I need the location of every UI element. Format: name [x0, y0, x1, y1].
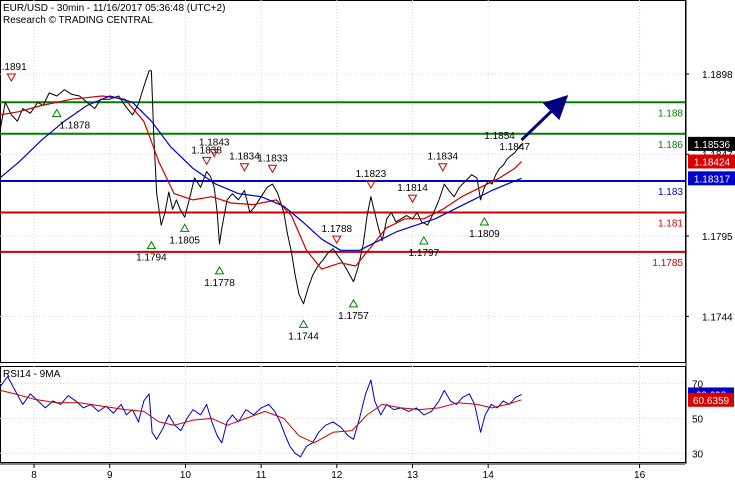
swing-low-label: 1.1797	[409, 248, 440, 259]
swing-low-label: 1.1794	[136, 253, 167, 264]
swing-high-label: 1.1814	[397, 183, 428, 194]
x-tick-label: 8	[31, 470, 37, 480]
price-y-tick-label: 1.1898	[702, 70, 733, 81]
swing-low-marker	[179, 223, 190, 232]
current-price-badge-label: 1.18424	[694, 157, 731, 168]
swing-high-marker	[437, 163, 448, 172]
swing-high-marker	[6, 73, 17, 82]
price-series-line	[0, 95, 522, 251]
rsi-y-tick-label: 70	[692, 379, 704, 390]
current-price-badge	[688, 154, 735, 169]
swing-low-label: 1.1809	[469, 229, 500, 240]
swing-high-marker	[209, 149, 220, 158]
price-panel: 1.188 1.186 1.183 1.181 1.1785 1.1891 1.1878 1.…	[0, 0, 686, 363]
x-tick-label: 14	[483, 470, 495, 480]
swing-low-label: 1.1757	[338, 311, 369, 322]
current-price-badge	[688, 136, 735, 151]
projection-arrow	[520, 94, 569, 142]
current-price-badge	[688, 171, 735, 186]
level-label: 1.188	[658, 108, 683, 119]
swing-low-marker	[214, 265, 225, 275]
swing-low-marker	[479, 217, 490, 226]
x-tick-label: 16	[634, 470, 646, 480]
swing-high-label: 1.1788	[322, 224, 353, 235]
swing-high-marker	[201, 156, 212, 166]
swing-high-label: 1.1838	[191, 145, 222, 156]
swing-high-marker	[239, 163, 250, 172]
swing-low-marker	[419, 235, 429, 245]
swing-low-label: 1.1778	[204, 278, 235, 289]
swing-high-label: 1.1823	[356, 169, 387, 180]
swing-high-marker	[407, 194, 418, 204]
x-tick-label: 9	[107, 470, 113, 480]
rsi-y-tick-label: 30	[692, 449, 704, 460]
rsi-value-badge-label: 60.6359	[693, 396, 730, 407]
swing-low-label: 1.1744	[288, 331, 319, 342]
rsi-series-line	[0, 389, 522, 444]
swing-low-marker	[348, 298, 359, 308]
current-price-badge-label: 1.18317	[694, 174, 731, 185]
price-annotation-label: 1.1854	[484, 131, 515, 142]
chart-source: Research © TRADING CENTRAL	[3, 15, 153, 26]
swing-low-label: 1.1878	[59, 120, 90, 131]
swing-high-label: 1.1834	[229, 152, 260, 163]
level-label: 1.181	[658, 218, 683, 229]
swing-high-label: 1.1843	[199, 138, 230, 149]
x-tick-label: 10	[180, 470, 192, 480]
level-label: 1.1785	[652, 258, 683, 269]
current-price-badge-label: 1.18536	[694, 140, 731, 151]
rsi-panel	[0, 366, 686, 463]
swing-low-label: 1.1805	[169, 235, 200, 246]
level-label: 1.183	[658, 187, 683, 198]
price-y-tick-label: 1.1744	[702, 312, 733, 323]
x-tick-label: 13	[407, 470, 419, 480]
swing-low-marker	[298, 319, 309, 328]
swing-high-label: 1.1833	[257, 153, 288, 164]
swing-low-marker	[146, 240, 157, 250]
swing-low-marker	[51, 108, 62, 117]
rsi-series-line	[0, 376, 522, 458]
chart-title: EUR/USD - 30min - 11/16/2017 05:36:48 (U…	[3, 3, 225, 14]
swing-high-marker	[366, 180, 376, 190]
x-tick-label: 12	[331, 470, 343, 480]
swing-high-label: 1.1834	[427, 152, 458, 163]
price-y-tick-label: 1.1795	[702, 232, 733, 243]
swing-high-label: 1.1891	[0, 62, 27, 73]
x-tick-label: 11	[256, 470, 267, 480]
rsi-panel-label: RSI14 - 9MA	[3, 369, 61, 380]
rsi-y-tick-label: 50	[692, 414, 704, 425]
swing-high-marker	[331, 235, 342, 245]
level-label: 1.186	[658, 140, 683, 151]
swing-high-marker	[267, 164, 278, 174]
rsi-value-badge	[688, 392, 734, 407]
price-annotation-label: 1.1847	[499, 142, 530, 153]
